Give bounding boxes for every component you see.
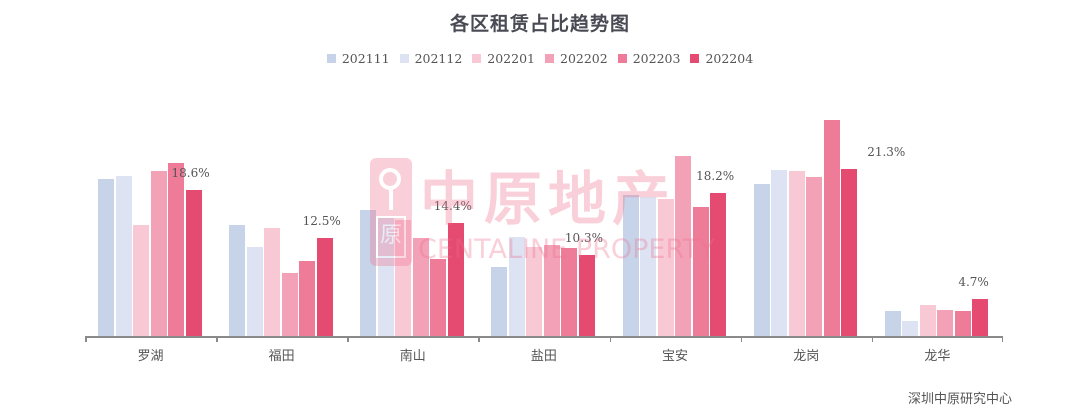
data-label: 12.5% <box>302 213 341 228</box>
bar-龙岗-202202[interactable] <box>806 176 823 336</box>
x-axis-label: 南山 <box>399 349 426 364</box>
x-axis-tick <box>478 336 480 342</box>
bar-罗湖-202203[interactable] <box>168 163 184 336</box>
bar-龙华-202202[interactable] <box>937 310 954 336</box>
x-axis-label: 盐田 <box>530 349 557 364</box>
legend-item-202112[interactable]: 202112 <box>399 51 463 66</box>
x-axis-tick <box>347 336 349 342</box>
x-axis-label: 龙岗 <box>793 349 820 364</box>
legend-item-202111[interactable]: 202111 <box>326 51 390 66</box>
bar-福田-202203[interactable] <box>299 260 316 336</box>
bar-福田-202202[interactable] <box>281 273 298 336</box>
chart-legend: 202111 202112 202201 202202 202203 202204 <box>0 51 1080 66</box>
data-label: 18.6% <box>171 166 210 180</box>
bar-盐田-202203[interactable] <box>561 248 578 336</box>
legend-label: 202204 <box>705 51 754 66</box>
bar-福田-202204[interactable] <box>316 237 333 336</box>
bar-罗湖-202204[interactable] <box>185 189 202 336</box>
bar-罗湖-202111[interactable] <box>98 179 114 336</box>
x-axis-label: 罗湖 <box>137 349 164 364</box>
bar-盐田-202202[interactable] <box>543 244 560 336</box>
source-note: 深圳中原研究中心 <box>907 392 1012 407</box>
bar-宝安-202203[interactable] <box>692 207 709 336</box>
data-label: 14.4% <box>433 198 472 213</box>
x-axis-tick <box>609 336 612 342</box>
x-axis-line <box>85 336 1003 338</box>
bar-龙华-202204[interactable] <box>972 299 989 336</box>
bar-盐田-202112[interactable] <box>508 237 525 336</box>
bar-龙华-202111[interactable] <box>884 310 901 336</box>
bar-龙华-202112[interactable] <box>902 321 919 336</box>
bar-龙华-202203[interactable] <box>954 310 971 336</box>
bar-盐田-202111[interactable] <box>491 266 508 336</box>
x-axis-label: 宝安 <box>662 349 689 364</box>
legend-swatch-icon <box>472 54 482 63</box>
legend-label: 202202 <box>560 51 608 66</box>
bar-南山-202201[interactable] <box>395 219 412 336</box>
legend-label: 202201 <box>487 51 535 66</box>
bar-罗湖-202202[interactable] <box>150 171 167 336</box>
bar-南山-202112[interactable] <box>377 218 394 336</box>
legend-label: 202111 <box>341 51 390 66</box>
bar-宝安-202204[interactable] <box>710 193 727 336</box>
data-label: 10.3% <box>564 231 604 246</box>
x-axis-label: 龙华 <box>924 349 951 364</box>
x-axis-tick <box>871 336 874 342</box>
legend-item-202203[interactable]: 202203 <box>617 51 681 66</box>
x-axis-label: 福田 <box>268 349 295 364</box>
bar-南山-202204[interactable] <box>447 222 464 336</box>
data-label: 4.7% <box>958 275 989 290</box>
legend-swatch-icon <box>326 54 336 63</box>
bar-龙岗-202203[interactable] <box>823 120 840 336</box>
legend-item-202202[interactable]: 202202 <box>545 51 608 66</box>
legend-item-202204[interactable]: 202204 <box>690 51 753 66</box>
bar-南山-202202[interactable] <box>412 237 429 336</box>
chart-title: 各区租赁占比趋势图 <box>449 13 630 35</box>
bar-南山-202203[interactable] <box>430 259 447 336</box>
legend-item-202201[interactable]: 202201 <box>472 51 535 66</box>
bar-福田-202112[interactable] <box>246 247 263 336</box>
legend-swatch-icon <box>399 54 409 63</box>
bar-福田-202111[interactable] <box>229 225 246 336</box>
bar-福田-202201[interactable] <box>264 227 281 336</box>
legend-label: 202112 <box>414 51 463 66</box>
bar-龙华-202201[interactable] <box>919 305 936 336</box>
bar-南山-202111[interactable] <box>360 209 377 336</box>
bar-宝安-202111[interactable] <box>622 194 639 336</box>
bar-盐田-202201[interactable] <box>526 247 543 336</box>
bar-龙岗-202112[interactable] <box>771 170 788 336</box>
bar-龙岗-202111[interactable] <box>753 183 770 336</box>
x-axis-tick <box>1001 336 1003 342</box>
legend-swatch-icon <box>545 54 554 63</box>
bar-宝安-202112[interactable] <box>640 197 657 336</box>
bar-宝安-202201[interactable] <box>657 198 674 336</box>
bar-龙岗-202204[interactable] <box>841 168 858 336</box>
bar-罗湖-202112[interactable] <box>115 175 132 336</box>
x-axis-tick <box>216 336 218 342</box>
x-axis-tick <box>740 336 743 342</box>
legend-label: 202203 <box>632 51 681 66</box>
legend-swatch-icon <box>690 54 700 63</box>
bar-罗湖-202201[interactable] <box>133 225 149 336</box>
bar-盐田-202204[interactable] <box>578 255 595 336</box>
bar-宝安-202202[interactable] <box>675 156 692 336</box>
data-label: 21.3% <box>867 145 906 159</box>
x-axis-tick <box>85 336 87 342</box>
data-label: 18.2% <box>696 169 735 184</box>
legend-swatch-icon <box>617 54 627 63</box>
bar-龙岗-202201[interactable] <box>788 171 805 336</box>
